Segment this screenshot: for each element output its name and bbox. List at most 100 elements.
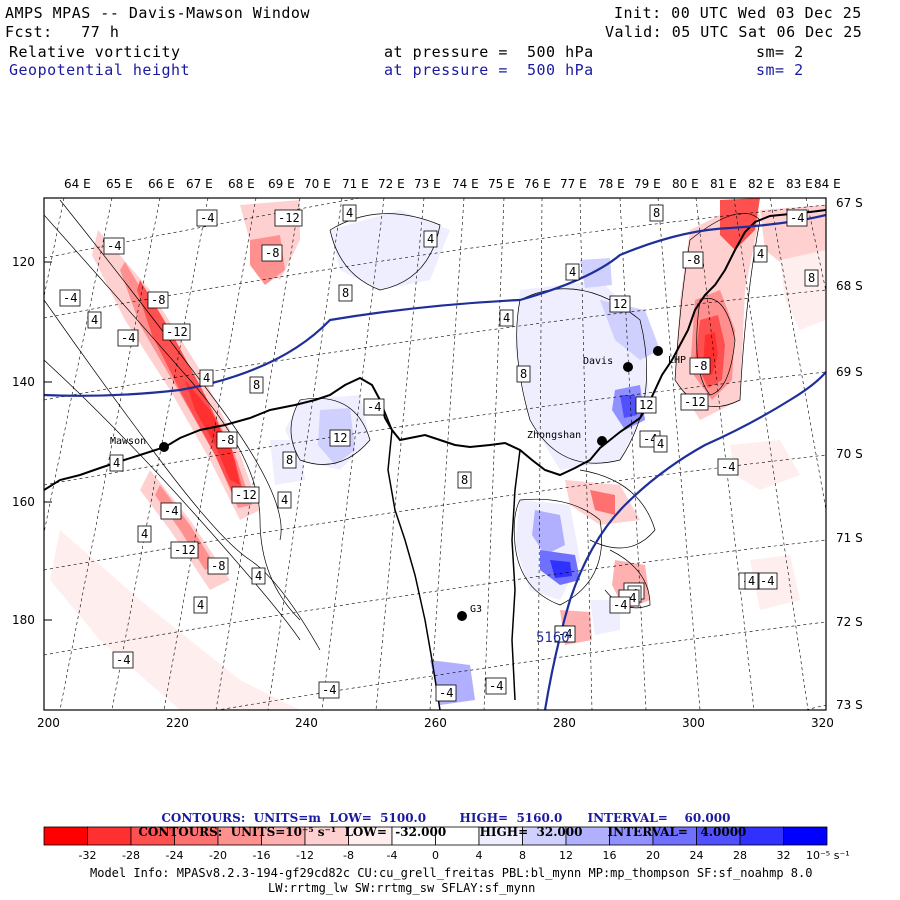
top-lon-tick-label: 73 E <box>414 177 441 191</box>
coastline <box>44 209 826 491</box>
top-lon-tick-label: 75 E <box>488 177 515 191</box>
colorbar-tick-label: 0 <box>432 849 439 862</box>
top-lon-tick-label: 84 E <box>814 177 841 191</box>
contour-label: 4 <box>109 454 124 472</box>
svg-text:4: 4 <box>427 232 434 246</box>
contour-label: -8 <box>261 244 283 262</box>
contour-label: -4 <box>554 625 576 643</box>
forecast-hour: Fcst: 77 h <box>5 23 120 41</box>
model-info-line1: Model Info: MPASv8.2.3-194-gf29cd82c CU:… <box>90 866 813 880</box>
top-lon-tick-label: 66 E <box>148 177 175 191</box>
contour-label: -4 <box>117 329 139 347</box>
top-lon-tick-label: 78 E <box>598 177 625 191</box>
contour-label: -8 <box>147 291 169 309</box>
contour-label: 4 <box>565 263 580 281</box>
colorbar-tick-label: 8 <box>519 849 526 862</box>
right-lat-tick-label: 69 S <box>836 365 863 379</box>
colorbar-units: 10⁻⁵ s⁻¹ <box>806 849 850 862</box>
svg-text:4: 4 <box>197 598 204 612</box>
right-lat-tick-label: 67 S <box>836 196 863 210</box>
svg-text:-12: -12 <box>684 395 706 409</box>
svg-text:4: 4 <box>113 456 120 470</box>
contour-label: 8 <box>338 284 353 302</box>
vort-units: UNITS=10⁻⁵ s⁻¹ <box>230 825 337 839</box>
contour-label: 8 <box>457 471 472 489</box>
right-lat-tick-label: 73 S <box>836 698 863 712</box>
svg-text:-12: -12 <box>166 325 188 339</box>
top-lon-tick-label: 74 E <box>452 177 479 191</box>
left-y-tick-label: 120 <box>12 255 35 269</box>
height-contour-label: 5160 <box>536 630 570 646</box>
top-lon-tick-label: 65 E <box>106 177 133 191</box>
left-y-tick-label: 160 <box>12 495 35 509</box>
contour-label: 8 <box>249 376 264 394</box>
contour-label: 8 <box>516 365 531 383</box>
vorticity-contours <box>44 199 761 651</box>
bottom-x-tick-label: 260 <box>424 716 447 730</box>
top-lon-tick-label: 67 E <box>186 177 213 191</box>
svg-text:-8: -8 <box>211 559 225 573</box>
station-label: Mawson <box>110 436 146 447</box>
stations: Mawson Davis Zhongshan G3 LHP <box>110 346 686 621</box>
contour-label: 12 <box>635 396 657 414</box>
top-lon-tick-label: 81 E <box>710 177 737 191</box>
top-lon-tick-label: 80 E <box>672 177 699 191</box>
top-lon-tick-label: 72 E <box>378 177 405 191</box>
svg-text:8: 8 <box>653 206 660 220</box>
positive-vorticity-shading <box>270 210 660 705</box>
colorbar-tick-label: -8 <box>343 849 354 862</box>
bottom-x-tick-label: 320 <box>811 716 834 730</box>
colorbar-tick-label: -20 <box>209 849 227 862</box>
colorbar-tick-label: 28 <box>733 849 747 862</box>
svg-text:-8: -8 <box>151 293 165 307</box>
colorbar-tick-label: 12 <box>559 849 573 862</box>
negative-vorticity-shading <box>50 198 826 710</box>
vort-interval: INTERVAL= 4.0000 <box>607 825 747 839</box>
svg-text:-8: -8 <box>220 433 234 447</box>
field1-level: at pressure = 500 hPa <box>384 43 594 61</box>
contour-label: -12 <box>170 541 199 559</box>
top-lon-tick-label: 68 E <box>228 177 255 191</box>
svg-text:4: 4 <box>657 437 664 451</box>
top-lon-tick-label: 83 E <box>786 177 813 191</box>
contour-label: -4 <box>112 651 134 669</box>
svg-text:-8: -8 <box>693 359 707 373</box>
colorbar-tick-label: -24 <box>166 849 184 862</box>
svg-text:12: 12 <box>613 297 627 311</box>
colorbar-tick-label: 4 <box>476 849 483 862</box>
contour-label: -12 <box>162 323 191 341</box>
svg-text:-12: -12 <box>174 543 196 557</box>
contour-label: -8 <box>689 357 711 375</box>
station-marker <box>653 346 663 356</box>
top-lon-tick-label: 64 E <box>64 177 91 191</box>
field2-smoothing: sm= 2 <box>756 61 804 79</box>
station-label: Zhongshan <box>527 430 581 441</box>
contour-label: -4 <box>318 681 340 699</box>
top-lon-tick-label: 82 E <box>748 177 775 191</box>
title: AMPS MPAS -- Davis-Mawson Window <box>5 4 310 22</box>
contour-label: -12 <box>231 486 260 504</box>
field1-name: Relative vorticity <box>9 43 181 61</box>
top-lon-tick-label: 70 E <box>304 177 331 191</box>
svg-text:8: 8 <box>520 367 527 381</box>
top-lon-tick-label: 79 E <box>634 177 661 191</box>
svg-text:-4: -4 <box>790 211 804 225</box>
bottom-x-tick-label: 300 <box>682 716 705 730</box>
svg-text:-4: -4 <box>558 627 572 641</box>
station-marker <box>623 362 633 372</box>
svg-text:-4: -4 <box>439 686 453 700</box>
top-lon-tick-label: 69 E <box>268 177 295 191</box>
colorbar-tick-label: -32 <box>79 849 97 862</box>
contour-label: 4 <box>342 204 357 222</box>
top-lon-tick-label: 71 E <box>342 177 369 191</box>
height-interval: INTERVAL= 60.000 <box>587 811 731 825</box>
svg-text:-8: -8 <box>686 253 700 267</box>
contour-label: -4 <box>103 237 125 255</box>
contour-label: -4 <box>160 502 182 520</box>
svg-text:8: 8 <box>342 286 349 300</box>
svg-text:4: 4 <box>141 527 148 541</box>
contour-label: 4 <box>744 572 759 590</box>
station-label: Davis <box>583 356 613 367</box>
right-lat-tick-label: 70 S <box>836 447 863 461</box>
